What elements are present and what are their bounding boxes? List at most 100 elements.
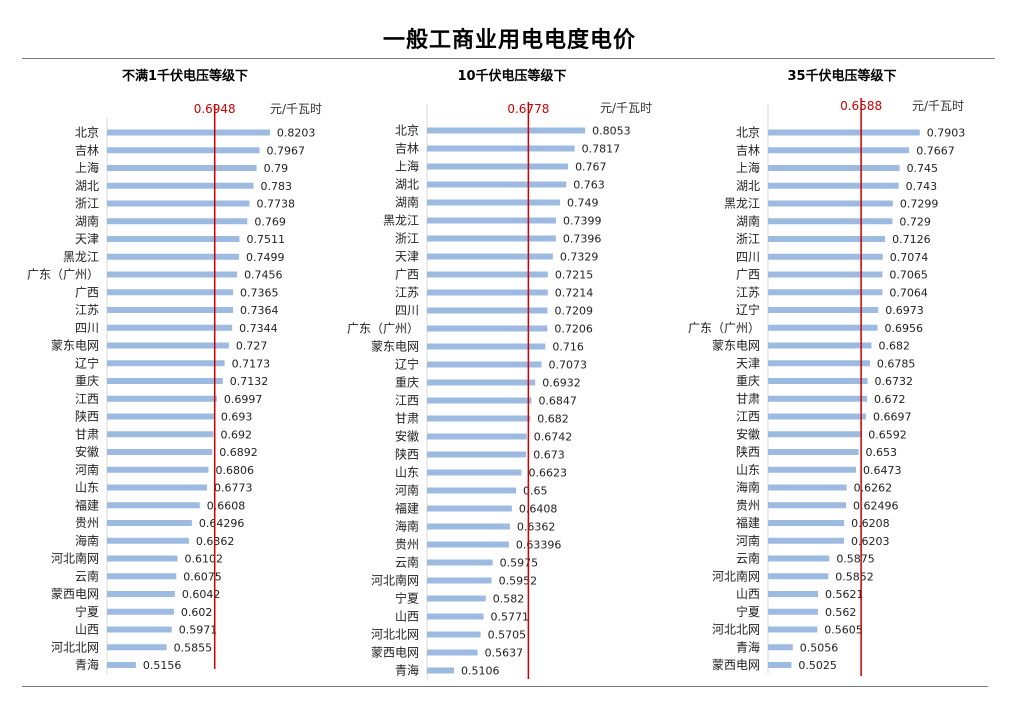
category-label: 吉林 <box>75 143 99 157</box>
category-label: 安徽 <box>395 429 419 444</box>
bar <box>107 342 229 349</box>
bar <box>768 626 818 633</box>
category-label: 河北南网 <box>371 573 419 588</box>
value-label: 0.653 <box>866 446 898 459</box>
value-label: 0.7364 <box>240 304 278 317</box>
category-label: 陕西 <box>395 447 419 462</box>
value-label: 0.745 <box>907 162 939 175</box>
category-label: 江苏 <box>75 303 99 317</box>
bar <box>768 395 868 402</box>
bar <box>427 343 546 350</box>
reference-label: 0.6778 <box>507 102 549 116</box>
bar <box>107 395 217 402</box>
bar <box>107 520 192 526</box>
value-label: 0.6262 <box>854 482 893 495</box>
bar <box>427 217 557 224</box>
value-label: 0.6697 <box>873 411 912 424</box>
value-label: 0.743 <box>906 180 938 193</box>
bar <box>768 449 859 455</box>
category-label: 湖北 <box>736 178 760 193</box>
value-label: 0.6773 <box>214 482 253 495</box>
category-label: 宁夏 <box>75 604 99 619</box>
category-label: 黑龙江 <box>63 250 99 264</box>
bar <box>427 415 531 422</box>
category-label: 海南 <box>75 533 99 548</box>
category-label: 江苏 <box>736 285 760 299</box>
bar <box>427 361 542 368</box>
value-label: 0.5975 <box>500 557 539 570</box>
bar <box>427 613 484 620</box>
value-label: 0.7967 <box>267 144 306 157</box>
category-label: 广西 <box>395 268 419 282</box>
value-label: 0.7738 <box>256 198 295 211</box>
value-label: 0.769 <box>254 215 285 228</box>
value-label: 0.5971 <box>179 624 218 637</box>
bar <box>107 608 174 615</box>
value-label: 0.6362 <box>517 521 556 534</box>
category-label: 蒙西电网 <box>712 658 760 672</box>
category-label: 贵州 <box>736 498 760 512</box>
bar <box>107 218 248 225</box>
bar <box>107 289 234 296</box>
bar <box>768 591 818 597</box>
value-label: 0.7173 <box>232 357 271 370</box>
value-label: 0.729 <box>899 215 931 228</box>
category-label: 山西 <box>75 623 99 637</box>
value-label: 0.7214 <box>555 287 594 300</box>
bar <box>107 431 214 438</box>
bar <box>107 591 175 597</box>
bar <box>107 236 240 242</box>
value-label: 0.5156 <box>143 659 182 672</box>
unit-label: 元/千瓦时 <box>270 102 322 116</box>
value-label: 0.5621 <box>825 588 864 601</box>
bar <box>107 626 172 633</box>
category-label: 湖南 <box>736 213 760 228</box>
category-label: 山东 <box>75 481 99 495</box>
value-label: 0.7073 <box>548 359 587 372</box>
category-label: 江西 <box>395 394 419 408</box>
bar <box>107 324 233 331</box>
category-label: 蒙西电网 <box>51 587 99 601</box>
bar <box>427 253 553 260</box>
value-label: 0.6208 <box>851 517 890 530</box>
value-label: 0.5771 <box>491 611 530 624</box>
value-label: 0.562 <box>825 606 857 619</box>
category-label: 北京 <box>75 126 99 140</box>
bar <box>768 573 829 580</box>
category-label: 青海 <box>736 639 760 654</box>
category-label: 广西 <box>75 285 99 299</box>
category-label: 河南 <box>75 462 99 477</box>
bar <box>768 324 878 331</box>
value-label: 0.64296 <box>199 517 245 530</box>
bar <box>107 200 250 207</box>
category-label: 广西 <box>736 268 760 282</box>
value-label: 0.749 <box>567 197 599 210</box>
category-label: 四川 <box>395 304 419 318</box>
bar <box>427 145 575 152</box>
category-label: 黑龙江 <box>724 197 760 211</box>
bar <box>427 289 548 296</box>
value-label: 0.65 <box>523 485 548 498</box>
value-label: 0.7365 <box>240 286 279 299</box>
bar <box>107 502 200 509</box>
value-label: 0.6997 <box>224 393 262 406</box>
value-label: 0.5855 <box>174 641 213 654</box>
category-label: 安徽 <box>736 426 760 441</box>
bar <box>107 449 213 455</box>
category-label: 江苏 <box>395 286 419 300</box>
bar <box>768 608 818 615</box>
value-label: 0.767 <box>575 161 607 174</box>
category-label: 河北北网 <box>371 628 419 642</box>
value-label: 0.62496 <box>853 499 899 512</box>
value-label: 0.5106 <box>461 665 500 678</box>
category-label: 上海 <box>736 160 760 175</box>
value-label: 0.6892 <box>219 446 257 459</box>
bar <box>427 397 532 404</box>
category-label: 宁夏 <box>395 591 419 606</box>
category-label: 蒙东电网 <box>371 340 419 354</box>
category-label: 云南 <box>736 551 760 566</box>
category-label: 湖南 <box>395 195 419 210</box>
category-label: 河北南网 <box>51 551 99 566</box>
